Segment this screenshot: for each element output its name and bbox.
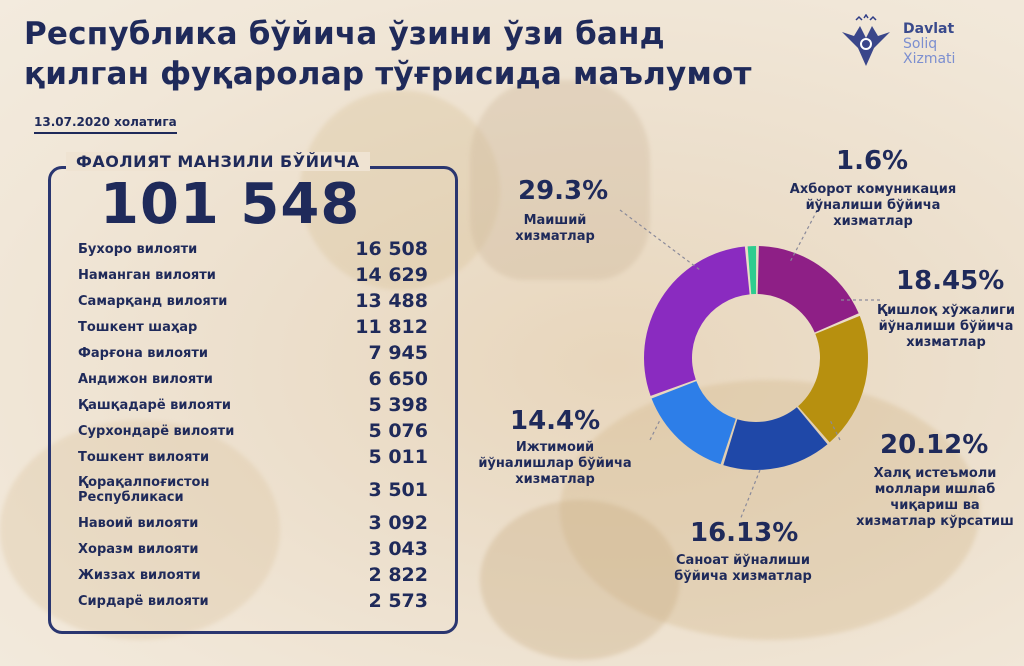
total-count: 101 548 bbox=[100, 172, 361, 237]
region-name: Тошкент вилояти bbox=[78, 449, 210, 465]
region-name: Хоразм вилояти bbox=[78, 541, 199, 557]
region-name: Навоий вилояти bbox=[78, 515, 199, 531]
leader-line bbox=[649, 419, 661, 441]
category-akhborot: Ахборот комуникация йўналиши бўйича хизм… bbox=[789, 182, 957, 229]
leader-line bbox=[789, 204, 821, 263]
region-name: Қашқадарё вилояти bbox=[78, 397, 231, 413]
panel-heading: ФАОЛИЯТ МАНЗИЛИ БЎЙИЧА bbox=[66, 152, 370, 171]
region-row: Сурхондарё вилояти 5 076 bbox=[78, 418, 428, 444]
region-row: Хоразм вилояти 3 043 bbox=[78, 536, 428, 562]
region-row: Тошкент вилояти 5 011 bbox=[78, 444, 428, 470]
slice-label-ijtimoiy: 14.4% bbox=[510, 406, 601, 436]
region-value: 16 508 bbox=[355, 238, 428, 260]
background-shape bbox=[480, 500, 680, 660]
region-name: Тошкент шаҳар bbox=[78, 319, 198, 335]
region-value: 3 043 bbox=[368, 538, 429, 560]
region-value: 7 945 bbox=[368, 342, 429, 364]
slice-label-sanoat: 16.13% bbox=[690, 518, 799, 548]
region-value: 6 650 bbox=[368, 368, 429, 390]
category-xalq: Халқ истеъмоли моллари ишлаб чиқариш ва … bbox=[856, 466, 1014, 529]
eagle-icon bbox=[842, 26, 890, 66]
title-line-2: қилган фуқаролар тўғрисида маълумот bbox=[24, 56, 752, 92]
slice-label-maishiy: 29.3% bbox=[518, 176, 609, 206]
region-name: Жиззах вилояти bbox=[78, 567, 201, 583]
report-date: 13.07.2020 холатига bbox=[34, 115, 177, 134]
region-row: Қорақалпоғистон Республикаси 3 501 bbox=[78, 470, 428, 510]
slice-sanoat bbox=[723, 407, 828, 471]
logo-line-3: Xizmati bbox=[903, 51, 956, 67]
leader-line bbox=[619, 209, 701, 271]
page-title: Республика бўйича ўзини ўзи банд қилган … bbox=[24, 14, 752, 94]
region-row: Андижон вилояти 6 650 bbox=[78, 366, 428, 392]
background-shape bbox=[0, 420, 280, 640]
slice-label-xalq: 20.12% bbox=[880, 430, 989, 460]
region-name: Қорақалпоғистон Республикаси bbox=[78, 475, 210, 505]
region-row: Жиззах вилояти 2 822 bbox=[78, 562, 428, 588]
regions-list: Бухоро вилояти 16 508 Наманган вилояти 14 6… bbox=[78, 236, 428, 614]
category-ijtimoiy: Ижтимоий йўналишлар бўйича хизматлар bbox=[478, 440, 632, 487]
region-name: Наманган вилояти bbox=[78, 267, 216, 283]
slice-akhborot bbox=[747, 246, 757, 295]
region-name: Сурхондарё вилояти bbox=[78, 423, 235, 439]
region-name: Андижон вилояти bbox=[78, 371, 213, 387]
region-value: 5 398 bbox=[368, 394, 429, 416]
region-value: 3 092 bbox=[368, 512, 429, 534]
region-value: 13 488 bbox=[355, 290, 428, 312]
slice-xalq bbox=[798, 315, 869, 443]
region-row: Навоий вилояти 3 092 bbox=[78, 510, 428, 536]
region-value: 5 011 bbox=[368, 446, 429, 468]
logo-text: Davlat Soliq Xizmati bbox=[903, 22, 955, 67]
region-value: 5 076 bbox=[368, 420, 429, 442]
region-name: Сирдарё вилояти bbox=[78, 593, 209, 609]
category-maishiy: Маиший хизматлар bbox=[515, 213, 595, 244]
region-value: 14 629 bbox=[355, 264, 428, 286]
region-row: Сирдарё вилояти 2 573 bbox=[78, 588, 428, 614]
region-row: Фарғона вилояти 7 945 bbox=[78, 340, 428, 366]
region-row: Қашқадарё вилояти 5 398 bbox=[78, 392, 428, 418]
leader-line bbox=[739, 469, 761, 521]
slice-label-akhborot: 1.6% bbox=[836, 146, 909, 176]
region-value: 2 822 bbox=[368, 564, 429, 586]
region-name: Фарғона вилояти bbox=[78, 345, 209, 361]
background-shape bbox=[470, 80, 650, 280]
region-name: Самарқанд вилояти bbox=[78, 293, 228, 309]
slice-maishiy bbox=[643, 246, 750, 396]
region-row: Самарқанд вилояти 13 488 bbox=[78, 288, 428, 314]
region-value: 2 573 bbox=[368, 590, 429, 612]
region-value: 3 501 bbox=[368, 479, 429, 501]
region-row: Наманган вилояти 14 629 bbox=[78, 262, 428, 288]
background-shape bbox=[300, 90, 500, 290]
title-line-1: Республика бўйича ўзини ўзи банд bbox=[24, 16, 665, 52]
region-row: Бухоро вилояти 16 508 bbox=[78, 236, 428, 262]
region-row: Тошкент шаҳар 11 812 bbox=[78, 314, 428, 340]
category-sanoat: Саноат йўналиши бўйича хизматлар bbox=[674, 553, 812, 584]
category-qishloq: Қишлоқ хўжалиги йўналиши бўйича хизматла… bbox=[877, 303, 1015, 350]
leader-line bbox=[829, 419, 841, 441]
logo-line-2: Soliq bbox=[903, 36, 938, 52]
region-value: 11 812 bbox=[355, 316, 428, 338]
tax-service-logo bbox=[842, 14, 890, 66]
slice-ijtimoiy bbox=[651, 381, 736, 465]
region-name: Бухоро вилояти bbox=[78, 241, 198, 257]
slice-label-qishloq: 18.45% bbox=[896, 266, 1005, 296]
logo-line-1: Davlat bbox=[903, 21, 955, 37]
slice-qishloq bbox=[757, 246, 859, 333]
